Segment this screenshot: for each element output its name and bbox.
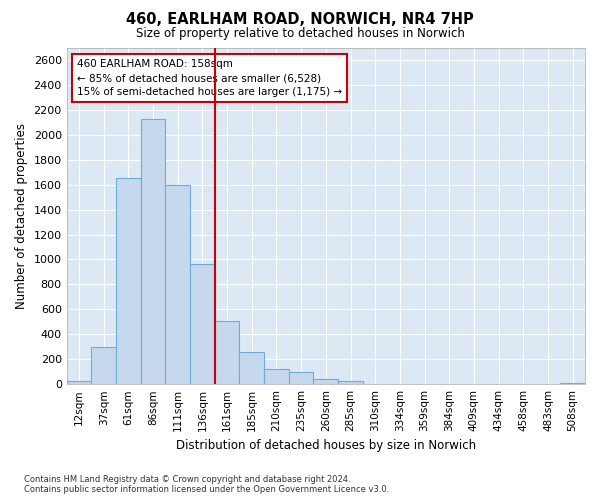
Bar xyxy=(239,352,264,384)
Text: Size of property relative to detached houses in Norwich: Size of property relative to detached ho… xyxy=(136,28,464,40)
Bar xyxy=(190,264,215,384)
X-axis label: Distribution of detached houses by size in Norwich: Distribution of detached houses by size … xyxy=(176,440,476,452)
Bar xyxy=(215,320,239,384)
Bar xyxy=(141,118,166,384)
Bar xyxy=(91,347,116,384)
Y-axis label: Number of detached properties: Number of detached properties xyxy=(15,123,28,309)
Bar xyxy=(166,184,190,384)
Bar xyxy=(116,178,141,384)
Text: Contains public sector information licensed under the Open Government Licence v3: Contains public sector information licen… xyxy=(24,484,389,494)
Bar xyxy=(560,383,585,384)
Text: 460 EARLHAM ROAD: 158sqm
← 85% of detached houses are smaller (6,528)
15% of sem: 460 EARLHAM ROAD: 158sqm ← 85% of detach… xyxy=(77,60,342,98)
Text: Contains HM Land Registry data © Crown copyright and database right 2024.: Contains HM Land Registry data © Crown c… xyxy=(24,475,350,484)
Bar xyxy=(313,379,338,384)
Bar xyxy=(264,368,289,384)
Bar xyxy=(67,381,91,384)
Bar xyxy=(289,372,313,384)
Text: 460, EARLHAM ROAD, NORWICH, NR4 7HP: 460, EARLHAM ROAD, NORWICH, NR4 7HP xyxy=(126,12,474,28)
Bar xyxy=(338,381,363,384)
